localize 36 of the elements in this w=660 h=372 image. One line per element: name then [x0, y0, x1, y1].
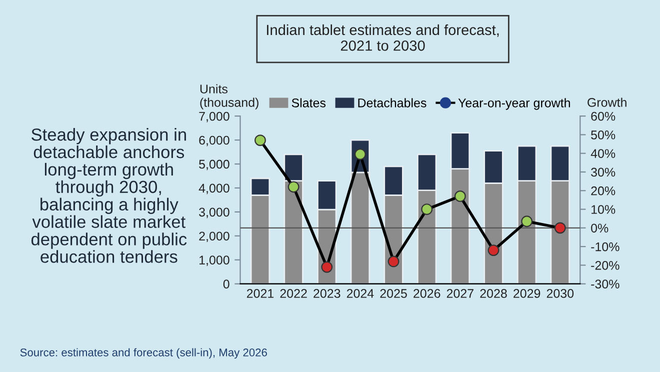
x-tick-label: 2027	[446, 289, 474, 298]
x-tick-label: 2028	[480, 289, 507, 298]
x-tick-label: 2025	[380, 289, 407, 298]
y2-tick-label: 60%	[591, 112, 616, 121]
y-tick-label: 6,000	[199, 136, 230, 146]
x-tick-label: 2029	[514, 289, 540, 298]
legend-label: Detachables	[358, 98, 426, 108]
y-tick-label: 7,000	[199, 112, 230, 122]
y2-tick-label: -10%	[591, 242, 620, 252]
y2-tick-label: 10%	[592, 205, 616, 214]
text: Steady expansion in detachable anchors long-term growth through 2030, balancing a highly volatile slate market dependent on public education tenders	[31, 128, 187, 263]
y2-tick-label: 50%	[591, 130, 616, 140]
y-tick-label: 0	[223, 280, 230, 288]
y-tick-label: 3,000	[199, 208, 230, 218]
y-axis-title: Units (thousand)	[200, 84, 258, 110]
x-tick-label: 2024	[346, 289, 374, 298]
y-tick-label: 1,000	[200, 256, 230, 266]
y-tick-label: 2,000	[199, 232, 230, 242]
chart-title: Indian tablet estimates and forecast, 2021 to 2030	[267, 24, 499, 51]
x-tick-label: 2021	[246, 289, 274, 298]
x-tick-label: 2023	[314, 289, 340, 298]
y-tick-label: 5,000	[199, 160, 230, 170]
y2-tick-label: 30%	[591, 168, 616, 177]
y2-tick-label: 40%	[590, 149, 616, 158]
y2-tick-label: -30%	[591, 280, 620, 288]
y2-tick-label: -20%	[591, 260, 620, 270]
x-tick-label: 2022	[280, 289, 307, 298]
y-tick-label: 4,000	[198, 184, 230, 194]
y2-tick-label: 20%	[591, 186, 616, 196]
x-tick-label: 2026	[414, 289, 440, 298]
source-note: Source: estimates and forecast (sell-in), May 2026	[20, 348, 267, 359]
legend-label: Year-on-year growth	[458, 98, 570, 110]
y2-axis-title: Growth	[588, 98, 626, 107]
x-tick-label: 2030	[546, 289, 574, 298]
y2-tick-label: 0%	[591, 224, 608, 233]
legend-label: Slates	[292, 98, 326, 108]
